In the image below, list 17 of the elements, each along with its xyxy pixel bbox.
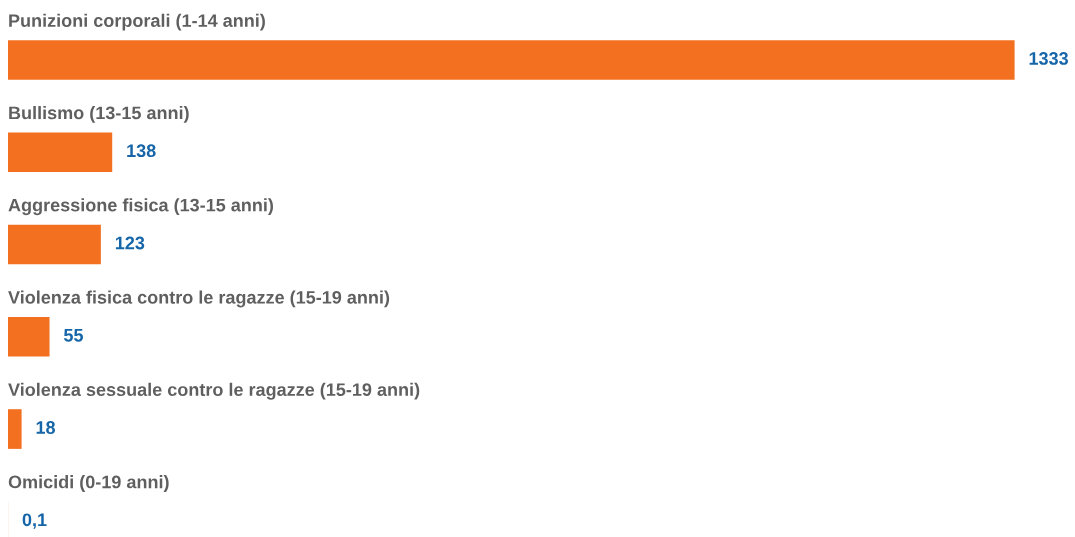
data-label: 18 [36,421,56,434]
y-tick-label: Aggressione fisica (13-15 anni) [8,198,274,216]
y-tick-label: Punizioni corporali (1-14 anni) [9,13,265,31]
bar [8,409,22,449]
y-tick-label: Violenza fisica contro le ragazze (15-19 anni) [8,290,390,308]
bar [8,316,50,357]
data-label: 138 [127,144,156,158]
y-tick-label: Bullismo (13-15 anni) [9,106,189,123]
data-label: 55 [63,329,83,342]
data-label: 1333 [1029,52,1069,65]
bar [8,132,113,173]
bar [8,40,1015,80]
data-label: 123 [115,236,145,250]
y-tick-label: Violenza sessuale contro le ragazze (15-19 anni) [8,382,420,400]
data-label: 0,1 [22,513,47,529]
y-tick-label: Omicidi (0-19 anni) [8,475,169,492]
bar [8,224,101,265]
